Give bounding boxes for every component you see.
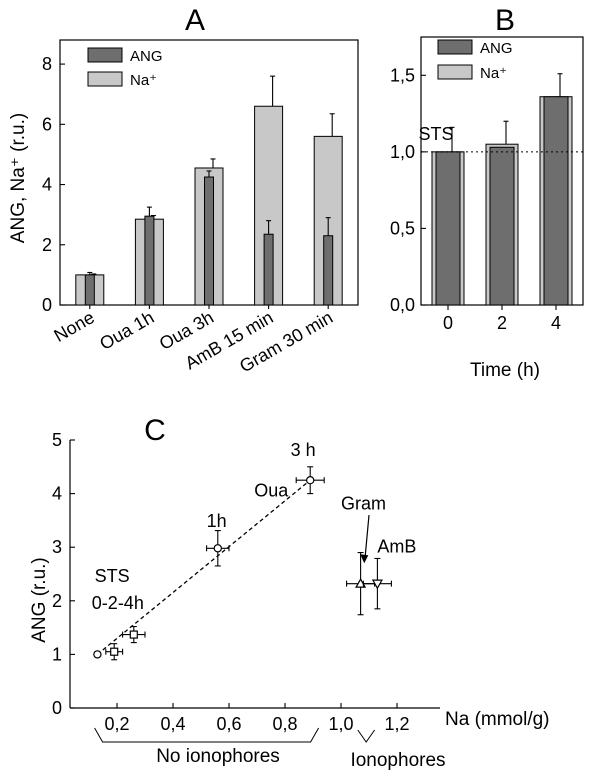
group-label-no-ionophores: No ionophores	[156, 746, 280, 767]
panel-a-bar-ang	[204, 176, 214, 306]
panel-a-ylabel: ANG, Na⁺ (r.u.)	[8, 113, 29, 243]
panel-a-bar-ang	[263, 233, 274, 306]
panel-b-ytick-label: 1,0	[390, 142, 415, 162]
panel-c-ytick-label: 0	[52, 698, 62, 718]
panel-a-ytick-label: 4	[42, 175, 52, 195]
group-label-ionophores: Ionophores	[350, 750, 445, 771]
panel-b-legend-label-ang: ANG	[480, 40, 513, 57]
panel-c-ytick-label: 5	[52, 430, 62, 450]
panel-c-arrow-shaft	[364, 514, 370, 561]
panel-c-xtick-label: 1,2	[384, 714, 409, 734]
panel-c-point-circle	[213, 544, 222, 553]
panel-b-legend: ANG Na⁺	[437, 39, 513, 82]
panel-c-xlabel: Na (mmol/g)	[445, 709, 550, 730]
panel-b-bar-ang	[489, 146, 515, 306]
panel-c-ytick-label: 2	[52, 591, 62, 611]
panel-c-annotation: 1h	[207, 511, 227, 531]
panel-b-ytick-label: 0,5	[390, 218, 415, 238]
panel-c-xtick-label: 0,6	[216, 714, 241, 734]
panel-c-annotation: 3 h	[291, 440, 316, 460]
panel-b-bar-ang	[543, 96, 569, 306]
panel-b-legend-label-na: Na⁺	[480, 65, 507, 82]
panel-c-annotation: Oua	[254, 480, 289, 500]
panel-a-ytick-label: 2	[42, 235, 52, 255]
panel-c: C 0 1 2 3 4 5 0,2 0,4 0,6 0,8 1,0 1,2 STS 0-2-4h 1h Oua…	[29, 414, 550, 771]
panel-c-point-square	[110, 647, 119, 656]
panel-c-annotation: STS	[95, 566, 130, 586]
panel-c-point-triangle-down	[371, 579, 383, 590]
panel-a-legend-swatch-na	[87, 71, 123, 87]
panel-c-ytick-label: 1	[52, 644, 62, 664]
panel-c-point-square	[129, 630, 138, 639]
panel-c-xtick-label: 0,8	[272, 714, 297, 734]
panel-a-category-label: Oua 1h	[96, 307, 157, 354]
panel-c-point-circle	[306, 476, 315, 485]
panel-b-legend-swatch-ang	[437, 39, 473, 55]
panel-c-trend-line	[96, 479, 311, 655]
panel-c-bracket-ionophores	[357, 729, 376, 743]
panel-a-bar-ang	[323, 235, 334, 306]
panel-a-legend-label-na: Na⁺	[130, 72, 157, 89]
panel-b-annotation: STS	[418, 124, 453, 144]
panel-c-xtick-label: 1,0	[328, 714, 353, 734]
panel-b-ytick-label: 1,5	[390, 65, 415, 85]
panel-b-bar-ang	[435, 151, 461, 306]
panel-c-point-circle	[93, 650, 102, 659]
panel-a-bar-ang	[144, 215, 155, 306]
panel-c-xtick-label: 0,4	[160, 714, 185, 734]
panel-b-letter: B	[495, 4, 515, 37]
panel-a-legend: ANG Na⁺	[87, 47, 163, 89]
panel-c-letter: C	[144, 414, 166, 447]
panel-b-legend-swatch-na	[437, 64, 473, 80]
panel-b-xlabel: Time (h)	[470, 360, 540, 381]
panel-c-ylabel: ANG (r.u.)	[29, 557, 50, 643]
panel-b-category-label: 2	[497, 313, 507, 333]
panel-a-letter: A	[185, 4, 205, 37]
panel-c-annotation: 0-2-4h	[92, 593, 144, 613]
panel-b-ytick-label: 0,0	[390, 295, 415, 315]
panel-c-annotation: Gram	[341, 494, 386, 514]
panel-a-ytick-label: 8	[42, 54, 52, 74]
panel-c-ytick-label: 4	[52, 484, 62, 504]
panel-b: B 0,0 0,5 1,0 1,5 0 2 4 ANG Na⁺ STS Time (h)	[390, 4, 584, 381]
panel-a-ytick-label: 0	[42, 295, 52, 315]
panel-a-legend-swatch-ang	[87, 47, 123, 63]
panel-c-xtick-label: 0,2	[104, 714, 129, 734]
panel-a-category-label: None	[51, 307, 98, 346]
panel-c-arrow-head	[360, 554, 369, 564]
panel-a-ytick-label: 6	[42, 114, 52, 134]
panel-c-annotation: AmB	[377, 537, 416, 557]
panel-b-category-label: 0	[443, 313, 453, 333]
panel-a-bar-ang	[84, 274, 95, 306]
panel-c-ytick-label: 3	[52, 537, 62, 557]
panel-c-bracket-no-ionophores	[94, 727, 320, 743]
panel-a-legend-label-ang: ANG	[130, 48, 163, 65]
panel-b-category-label: 4	[551, 313, 561, 333]
